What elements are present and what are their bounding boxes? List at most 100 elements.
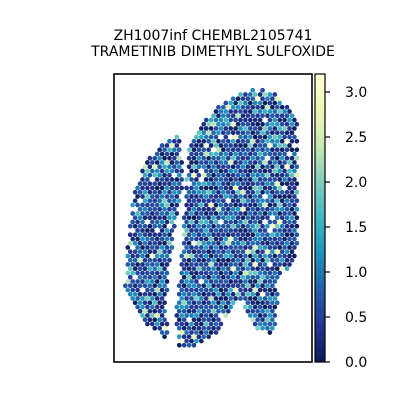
spot xyxy=(267,211,273,216)
spot xyxy=(267,304,273,310)
spot xyxy=(245,189,251,195)
spot xyxy=(238,202,243,208)
spot xyxy=(279,223,285,229)
spot xyxy=(174,321,180,327)
spot xyxy=(213,279,219,284)
spot xyxy=(265,121,270,127)
spot xyxy=(255,300,260,306)
spot xyxy=(176,198,182,204)
spot xyxy=(164,270,170,276)
spot xyxy=(225,164,231,170)
spot xyxy=(252,287,258,293)
spot xyxy=(159,194,165,199)
spot xyxy=(292,228,297,233)
spot xyxy=(181,317,187,323)
spot xyxy=(206,172,211,178)
spot xyxy=(238,219,243,225)
spot xyxy=(137,181,143,187)
spot xyxy=(206,334,211,340)
spot xyxy=(262,151,268,157)
spot xyxy=(157,189,162,195)
spot xyxy=(154,313,160,318)
spot xyxy=(145,313,150,318)
spot xyxy=(191,164,197,170)
spot xyxy=(198,211,204,216)
spot xyxy=(140,296,145,301)
spot xyxy=(267,296,273,301)
spot xyxy=(270,181,275,187)
spot xyxy=(208,117,214,123)
spot xyxy=(216,206,221,212)
spot xyxy=(206,206,211,212)
spot xyxy=(277,262,283,267)
spot xyxy=(252,279,258,284)
spot xyxy=(225,257,231,263)
spot xyxy=(203,321,209,327)
spot xyxy=(172,189,177,195)
spot xyxy=(167,181,172,187)
spot xyxy=(272,117,278,123)
spot xyxy=(255,257,260,263)
spot xyxy=(257,296,263,301)
spot xyxy=(154,168,160,174)
spot xyxy=(289,147,295,153)
spot xyxy=(176,181,182,187)
spot xyxy=(184,338,189,344)
spot xyxy=(238,253,243,259)
spot xyxy=(208,126,214,131)
spot xyxy=(277,117,283,123)
spot xyxy=(284,189,290,195)
spot xyxy=(174,202,180,208)
spot xyxy=(145,245,150,250)
spot xyxy=(265,308,270,314)
spot xyxy=(235,104,241,110)
spot xyxy=(257,262,263,267)
spot xyxy=(157,291,162,297)
spot xyxy=(152,164,158,170)
spot xyxy=(159,202,165,208)
spot xyxy=(270,291,275,297)
spot xyxy=(221,215,226,221)
spot xyxy=(255,181,260,187)
spot xyxy=(274,138,280,144)
spot xyxy=(125,245,131,250)
spot xyxy=(152,215,158,221)
spot xyxy=(191,215,197,221)
spot xyxy=(252,270,258,276)
spot xyxy=(225,300,231,306)
spot xyxy=(282,228,287,233)
spot xyxy=(162,325,167,331)
spot xyxy=(154,194,160,199)
spot xyxy=(142,189,148,195)
spot xyxy=(230,291,236,297)
spot xyxy=(260,232,265,238)
spot xyxy=(147,249,153,255)
spot xyxy=(250,257,256,263)
spot xyxy=(265,283,270,289)
spot xyxy=(216,283,221,289)
spot xyxy=(181,334,187,340)
spot xyxy=(233,194,238,199)
spot xyxy=(250,138,256,144)
spot xyxy=(211,291,216,297)
spot xyxy=(228,202,234,208)
spot xyxy=(294,240,300,246)
spot xyxy=(216,189,221,195)
spot xyxy=(167,155,172,161)
spot xyxy=(289,138,295,144)
spot xyxy=(191,189,197,195)
spot xyxy=(181,266,187,272)
spot xyxy=(198,313,204,318)
spot xyxy=(238,287,243,293)
spot xyxy=(149,287,155,293)
spot xyxy=(137,283,143,289)
spot xyxy=(260,257,265,263)
spot xyxy=(279,147,285,153)
spot xyxy=(284,147,290,153)
spot xyxy=(201,266,207,272)
spot xyxy=(243,134,248,140)
spot xyxy=(167,206,172,212)
spot xyxy=(240,181,246,187)
spot xyxy=(201,317,207,323)
spot xyxy=(198,245,204,250)
